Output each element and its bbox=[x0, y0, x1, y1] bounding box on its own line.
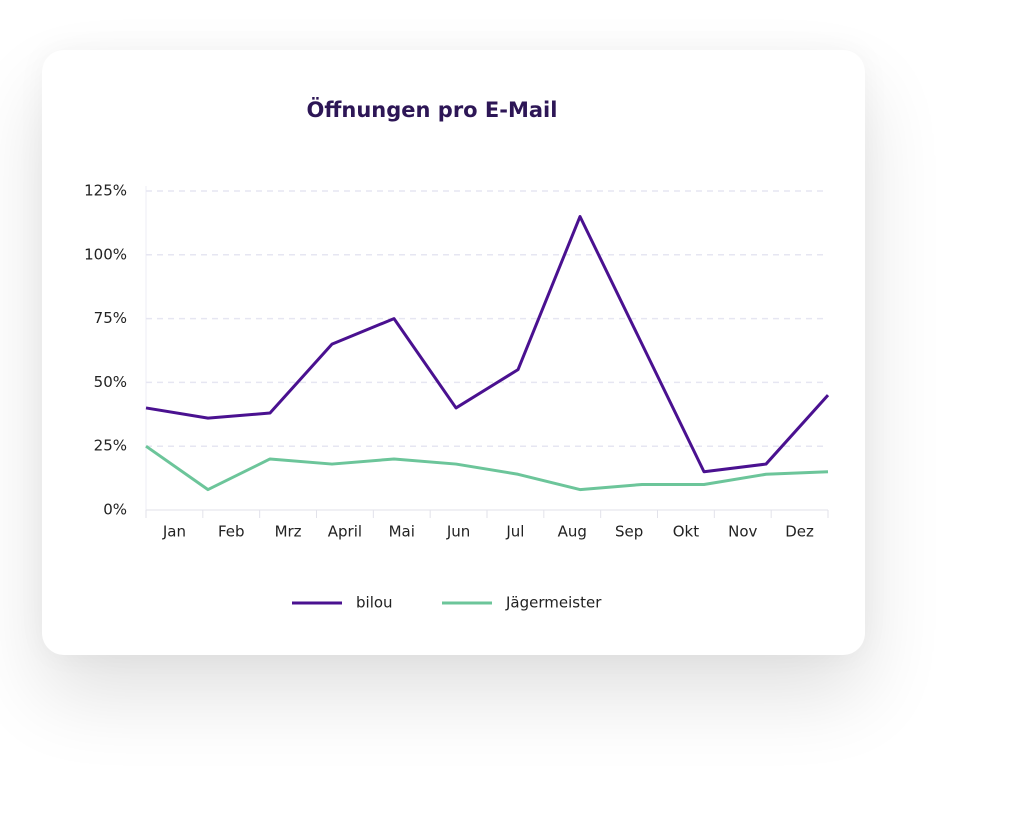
chart-title: Öffnungen pro E-Mail bbox=[307, 97, 558, 122]
x-tick-label: Aug bbox=[558, 523, 587, 541]
x-tick-label: Jul bbox=[505, 523, 524, 541]
y-tick-label: 50% bbox=[94, 373, 127, 391]
card bbox=[42, 50, 865, 655]
x-tick-label: Nov bbox=[728, 523, 757, 541]
x-tick-label: Jan bbox=[162, 523, 186, 541]
legend-label: bilou bbox=[356, 594, 393, 612]
legend-label: Jägermeister bbox=[505, 594, 602, 612]
line-series bbox=[145, 215, 830, 474]
x-tick-label: April bbox=[328, 523, 362, 541]
x-tick-label: Sep bbox=[615, 523, 643, 541]
y-tick-label: 75% bbox=[94, 309, 127, 327]
y-tick-label: 125% bbox=[84, 182, 127, 200]
x-tick-label: Dez bbox=[785, 523, 814, 541]
x-tick-label: Feb bbox=[218, 523, 245, 541]
x-tick-label: Mai bbox=[389, 523, 415, 541]
y-tick-label: 25% bbox=[94, 437, 127, 455]
x-tick-label: Okt bbox=[673, 523, 699, 541]
y-tick-label: 0% bbox=[103, 501, 127, 519]
line-series bbox=[145, 444, 829, 492]
x-tick-label: Jun bbox=[446, 523, 470, 541]
y-tick-label: 100% bbox=[84, 245, 127, 263]
x-tick-label: Mrz bbox=[275, 523, 302, 541]
